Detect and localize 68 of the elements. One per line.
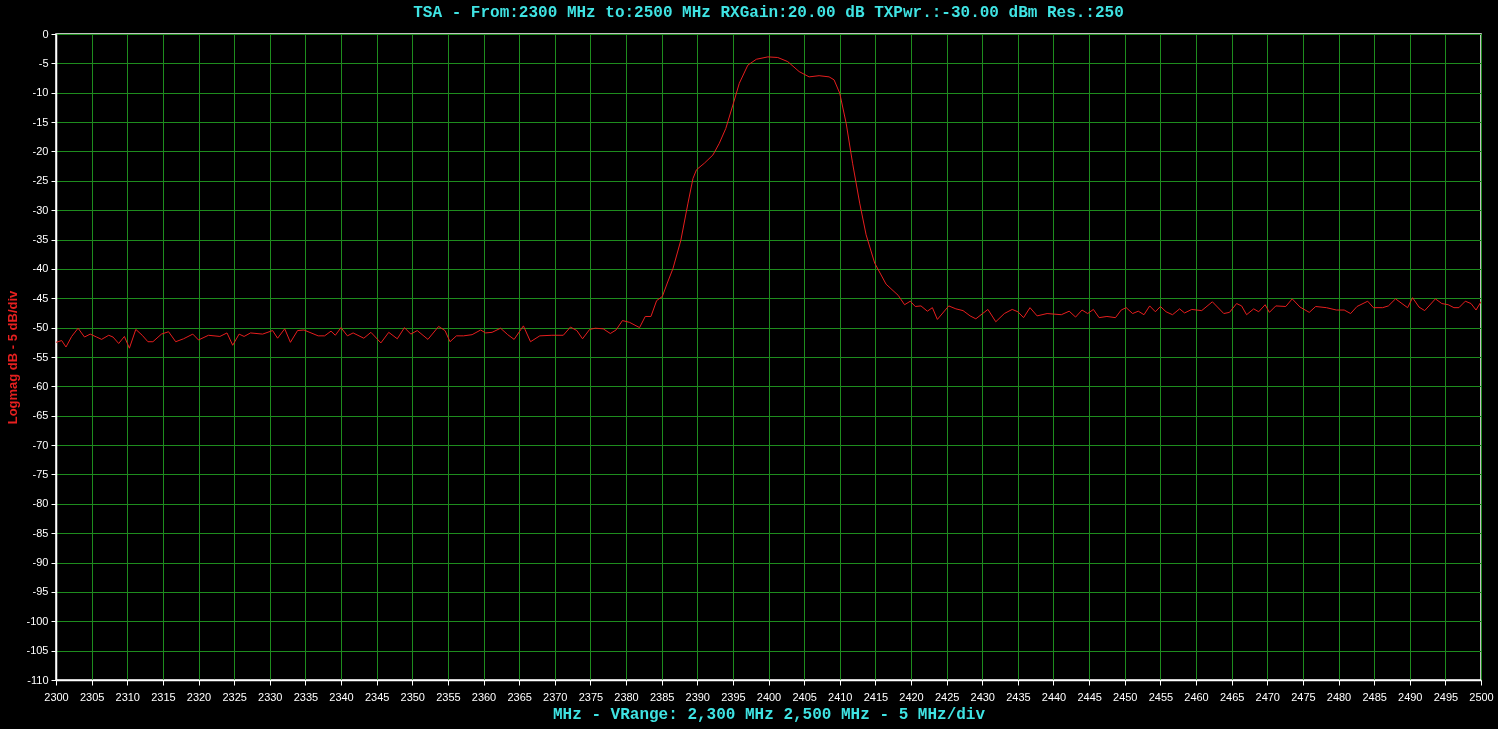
y-tick-label: -35	[32, 233, 49, 246]
x-tick-label: 2440	[1041, 690, 1067, 703]
y-tick-label: -5	[38, 56, 49, 69]
x-tick-label: 2300	[44, 690, 69, 703]
y-tick-label: -75	[32, 467, 49, 480]
y-tick-label: -110	[27, 673, 49, 686]
y-tick-label: -50	[32, 321, 49, 334]
y-tick-label: -100	[26, 614, 49, 627]
x-tick-label: 2315	[151, 690, 176, 703]
x-tick-label: 2465	[1219, 690, 1245, 703]
x-tick-label: 2460	[1184, 690, 1209, 703]
x-tick-label: 2400	[756, 690, 782, 703]
x-tick-label: 2395	[721, 690, 746, 703]
x-tick-label: 2425	[934, 690, 960, 703]
y-axis-title: Logmag dB - 5 dB/div	[5, 289, 21, 425]
x-tick-label: 2325	[222, 690, 247, 703]
line-series	[56, 56, 1481, 349]
y-tick-label: -25	[32, 174, 49, 187]
x-tick-label: 2435	[1006, 690, 1031, 703]
chart-title: TSA - From:2300 MHz to:2500 MHz RXGain:20.00 dB TXPwr.:-30.00 dBm Res.:250	[413, 4, 1124, 22]
x-tick-label: 2420	[899, 690, 924, 703]
x-tick-label: 2405	[792, 690, 817, 703]
y-tick-label: -60	[32, 379, 49, 392]
x-tick-label: 2430	[970, 690, 995, 703]
y-tick-label: -55	[32, 350, 49, 363]
x-tick-label: 2470	[1255, 690, 1280, 703]
x-tick-label: 2495	[1433, 690, 1459, 703]
y-tick-label: -15	[32, 115, 49, 128]
x-tick-label: 2415	[863, 690, 889, 703]
x-tick-label: 2355	[436, 690, 461, 703]
x-tick-label: 2350	[400, 690, 425, 703]
x-tick-label: 2500	[1469, 690, 1494, 703]
y-tick-label: -80	[32, 497, 49, 510]
x-tick-label: 2475	[1291, 690, 1316, 703]
y-tick-label: -10	[32, 86, 49, 99]
x-tick-label: 2310	[115, 690, 140, 703]
y-tick-label: -65	[32, 409, 49, 422]
y-tick-label: -40	[32, 262, 49, 275]
x-tick-label: 2380	[614, 690, 639, 703]
y-tick-label: -90	[32, 556, 49, 569]
y-tick-label: 0	[42, 27, 49, 40]
x-tick-label: 2305	[79, 690, 105, 703]
x-tick-label: 2345	[364, 690, 390, 703]
x-tick-label: 2360	[471, 690, 497, 703]
x-tick-label: 2385	[649, 690, 675, 703]
x-tick-label: 2490	[1398, 690, 1423, 703]
x-tick-label: 2335	[293, 690, 319, 703]
x-tick-label: 2370	[543, 690, 568, 703]
x-tick-label: 2390	[685, 690, 710, 703]
x-tick-label: 2410	[828, 690, 853, 703]
y-tick-label: -20	[32, 144, 49, 157]
y-tick-label: -30	[32, 203, 49, 216]
x-tick-label: 2455	[1148, 690, 1174, 703]
x-axis-title: MHz - VRange: 2,300 MHz 2,500 MHz - 5 MHz/div	[552, 705, 986, 724]
x-tick-label: 2450	[1113, 690, 1138, 703]
y-tick-label: -70	[32, 438, 49, 451]
x-tick-label: 2445	[1077, 690, 1102, 703]
x-tick-label: 2330	[258, 690, 283, 703]
y-tick-label: -45	[32, 291, 49, 304]
y-tick-label: -95	[32, 585, 49, 598]
x-tick-label: 2365	[507, 690, 532, 703]
x-tick-label: 2480	[1326, 690, 1352, 703]
y-tick-label: -85	[32, 526, 49, 539]
x-tick-label: 2320	[186, 690, 212, 703]
x-tick-label: 2375	[578, 690, 604, 703]
x-tick-label: 2485	[1362, 690, 1387, 703]
y-tick-label: -105	[26, 644, 49, 657]
x-tick-label: 2340	[329, 690, 354, 703]
